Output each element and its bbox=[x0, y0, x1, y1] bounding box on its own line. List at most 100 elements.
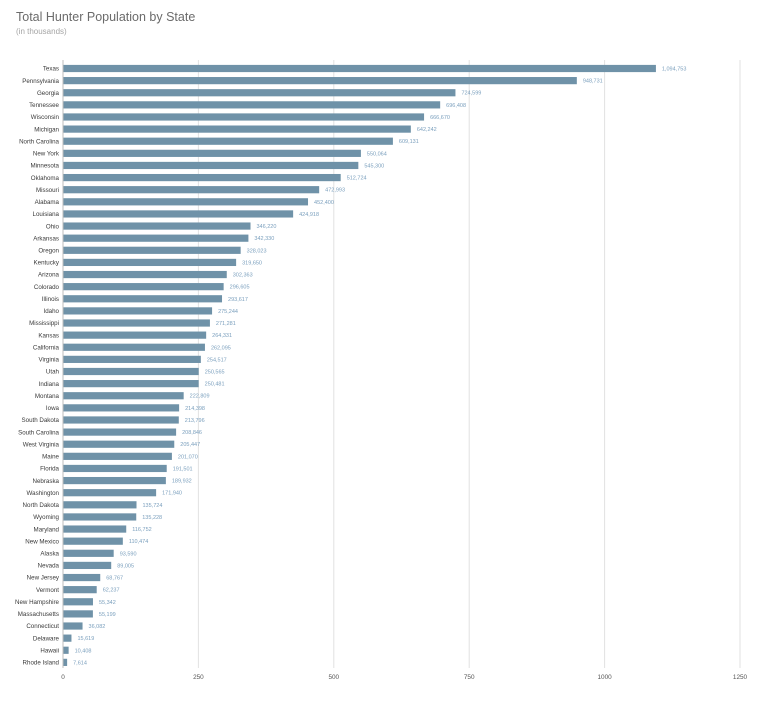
value-label: 609,131 bbox=[399, 139, 419, 145]
bar bbox=[63, 658, 68, 666]
category-label: Mississippi bbox=[29, 320, 59, 327]
value-label: 62,237 bbox=[103, 588, 120, 594]
value-label: 89,005 bbox=[117, 563, 134, 569]
bar bbox=[63, 440, 175, 448]
category-label: Wisconsin bbox=[31, 114, 60, 121]
category-label: Nevada bbox=[38, 563, 60, 570]
category-label: Tennessee bbox=[29, 102, 59, 109]
category-label: New Jersey bbox=[27, 575, 60, 582]
value-label: 342,330 bbox=[254, 236, 274, 242]
bar bbox=[63, 416, 179, 424]
category-label: New Mexico bbox=[25, 538, 59, 545]
bar bbox=[63, 246, 241, 254]
bar bbox=[63, 77, 577, 85]
value-label: 948,731 bbox=[583, 79, 603, 85]
bar bbox=[63, 404, 180, 412]
bar bbox=[63, 198, 309, 206]
category-label: Nebraska bbox=[33, 478, 60, 485]
category-label: Massachusetts bbox=[18, 611, 59, 618]
x-tick-label: 1000 bbox=[597, 674, 612, 681]
category-label: Delaware bbox=[33, 635, 60, 642]
category-label: Arizona bbox=[38, 272, 60, 279]
bar bbox=[63, 452, 172, 460]
value-label: 201,070 bbox=[178, 454, 198, 460]
bar bbox=[63, 367, 199, 376]
value-label: 135,724 bbox=[143, 503, 163, 509]
bar bbox=[63, 113, 425, 121]
value-label: 10,408 bbox=[75, 648, 92, 654]
bar bbox=[63, 222, 251, 230]
category-label: Iowa bbox=[46, 405, 60, 412]
value-label: 213,796 bbox=[185, 418, 205, 424]
category-label: Ohio bbox=[46, 223, 60, 230]
bar bbox=[63, 307, 213, 315]
bar bbox=[63, 489, 157, 497]
bar bbox=[63, 161, 359, 170]
value-label: 116,752 bbox=[132, 527, 151, 533]
category-label: Kentucky bbox=[34, 260, 60, 267]
category-label: Rhode Island bbox=[23, 660, 60, 667]
value-label: 1,094,753 bbox=[662, 67, 686, 73]
value-label: 296,605 bbox=[230, 285, 250, 291]
value-label: 250,565 bbox=[205, 370, 225, 376]
x-tick-label: 250 bbox=[193, 674, 204, 681]
category-label: California bbox=[33, 344, 60, 351]
x-tick-label: 750 bbox=[464, 674, 475, 681]
bar bbox=[63, 210, 294, 218]
value-label: 55,342 bbox=[99, 600, 116, 606]
bar bbox=[63, 586, 97, 594]
category-label: Indiana bbox=[39, 381, 60, 388]
category-label: Michigan bbox=[34, 126, 59, 133]
value-label: 68,767 bbox=[106, 576, 123, 582]
bar bbox=[63, 634, 72, 642]
category-label: Texas bbox=[43, 66, 59, 73]
category-label: South Carolina bbox=[18, 429, 59, 436]
category-label: Kansas bbox=[38, 332, 59, 339]
value-label: 346,220 bbox=[257, 224, 277, 230]
bar bbox=[63, 89, 456, 97]
value-label: 262,095 bbox=[211, 345, 231, 351]
category-label: Alaska bbox=[40, 551, 59, 558]
bar bbox=[63, 428, 177, 436]
category-label: Idaho bbox=[44, 308, 60, 315]
value-label: 250,481 bbox=[205, 382, 225, 388]
category-label: Illinois bbox=[42, 296, 59, 303]
value-label: 135,228 bbox=[142, 515, 162, 521]
category-label: Virginia bbox=[38, 357, 59, 364]
value-label: 189,932 bbox=[172, 479, 192, 485]
bar bbox=[63, 464, 167, 473]
bar bbox=[63, 476, 166, 485]
bar bbox=[63, 343, 205, 351]
bar bbox=[63, 186, 320, 194]
bar bbox=[63, 513, 137, 521]
bar bbox=[63, 137, 393, 145]
bar bbox=[63, 355, 201, 363]
category-label: New York bbox=[33, 151, 60, 158]
value-label: 319,650 bbox=[242, 260, 262, 266]
value-label: 214,398 bbox=[185, 406, 205, 412]
x-tick-label: 0 bbox=[61, 674, 65, 681]
value-label: 545,300 bbox=[364, 163, 384, 169]
bar bbox=[63, 64, 656, 73]
value-label: 264,331 bbox=[212, 333, 232, 339]
bar bbox=[63, 319, 210, 327]
value-label: 293,617 bbox=[228, 297, 248, 303]
value-label: 36,082 bbox=[89, 624, 106, 630]
x-tick-label: 1250 bbox=[733, 674, 748, 681]
value-label: 275,244 bbox=[218, 309, 238, 315]
bar bbox=[63, 501, 137, 509]
category-label: South Dakota bbox=[22, 417, 60, 424]
bar bbox=[63, 525, 127, 533]
bar bbox=[63, 101, 441, 109]
category-label: Florida bbox=[40, 466, 59, 473]
value-label: 191,501 bbox=[173, 466, 193, 472]
value-label: 642,242 bbox=[417, 127, 437, 133]
value-label: 666,670 bbox=[430, 115, 450, 121]
value-label: 302,363 bbox=[233, 273, 253, 279]
value-label: 271,281 bbox=[216, 321, 236, 327]
bar bbox=[63, 234, 249, 242]
bar bbox=[63, 573, 101, 582]
category-label: Colorado bbox=[34, 284, 60, 291]
value-label: 512,724 bbox=[347, 176, 367, 182]
